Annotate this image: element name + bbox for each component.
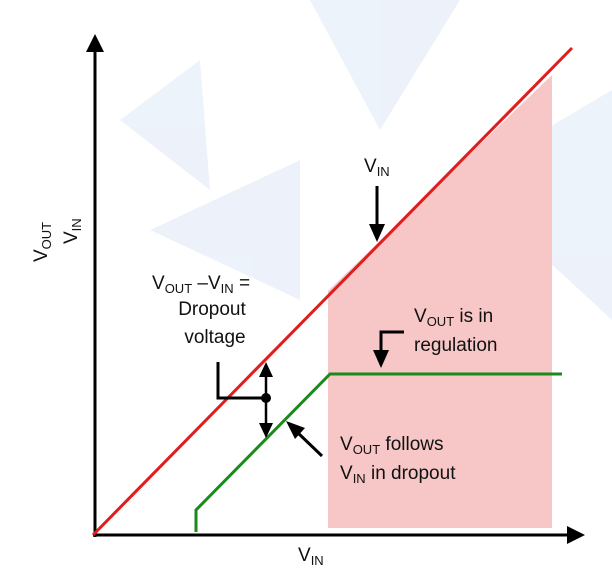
x-axis-label: VIN (298, 545, 324, 568)
dropout-voltage-label: VOUT –VIN = Dropout voltage (152, 273, 250, 348)
regulation-region (328, 75, 552, 528)
arrow-up-icon (86, 34, 104, 52)
svg-text:VOUT is in: VOUT is in (414, 306, 493, 329)
arrow-down-icon (369, 186, 385, 242)
regulation-label: VOUT is in regulation (414, 306, 497, 356)
vout-line (194, 372, 562, 532)
dropout-bracket (216, 362, 266, 400)
vin-line-label: VIN (364, 156, 390, 179)
svg-text:VIN in dropout: VIN in dropout (340, 463, 456, 486)
svg-text:VOUT follows: VOUT follows (340, 434, 444, 457)
y-axis-label-vout: VOUT (31, 222, 54, 262)
svg-text:regulation: regulation (414, 335, 497, 356)
vin-line (91, 46, 574, 537)
arrow-down-icon (373, 330, 404, 368)
svg-text:VOUT –VIN =: VOUT –VIN = (152, 273, 250, 296)
double-arrow-icon (259, 362, 273, 438)
svg-text:voltage: voltage (184, 327, 245, 348)
svg-text:Dropout: Dropout (178, 299, 246, 320)
follows-dropout-label: VOUT follows VIN in dropout (340, 434, 456, 486)
arrow-up-left-icon (286, 421, 324, 458)
y-axis-label-vin: VIN (61, 218, 84, 244)
arrow-right-icon (567, 526, 585, 544)
